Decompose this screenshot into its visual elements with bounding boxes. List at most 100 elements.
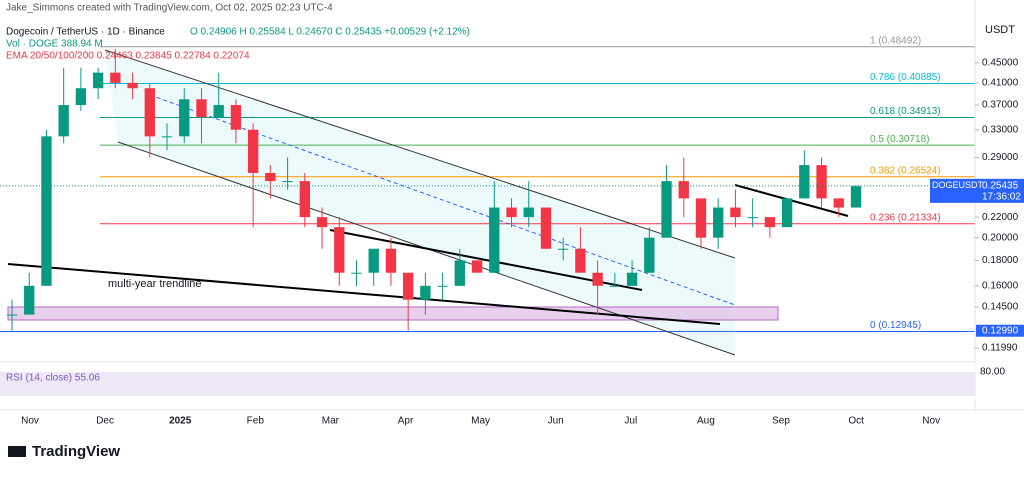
fib-label: 0.786 (0.40885) <box>870 72 941 83</box>
candle-body <box>402 272 414 300</box>
rsi: RSI (14, close) 55.06 <box>6 373 100 384</box>
marker-box <box>976 324 1024 337</box>
candle-body <box>282 181 293 183</box>
fib-label: 0 (0.12945) <box>870 320 921 331</box>
candle-body <box>713 207 724 238</box>
candle-body <box>299 181 310 218</box>
candle-body <box>764 217 776 228</box>
trendline-2 <box>329 229 643 291</box>
candle-body <box>213 105 224 118</box>
ema: EMA 20/50/100/200 0.24463 0.23845 0.2278… <box>6 51 250 62</box>
x-tick-label: Mar <box>322 416 340 427</box>
candle-body <box>730 207 741 218</box>
candle-body <box>644 237 655 273</box>
rsi-level: 80.00 <box>980 367 1005 378</box>
y-tick-label: 0.11990 <box>982 343 1018 354</box>
candle-body <box>110 72 121 83</box>
channel-upper <box>104 49 736 259</box>
brand-logo <box>8 446 26 457</box>
candle-body <box>420 285 431 300</box>
x-tick-label: Dec <box>96 416 114 427</box>
candle-body <box>489 207 500 273</box>
fib-label: 0.618 (0.34913) <box>870 106 941 117</box>
countdown: 17:36:02 <box>982 191 1021 202</box>
x-tick-label: Nov <box>21 416 39 427</box>
candle-body <box>24 285 35 315</box>
fib-label: 0.382 (0.26524) <box>870 165 941 176</box>
candle-body <box>816 165 827 199</box>
x-tick-label: Jul <box>624 416 637 427</box>
y-tick-label: 0.14500 <box>982 302 1019 313</box>
candle-body <box>506 207 517 218</box>
fib-label: 0.5 (0.30718) <box>870 134 930 145</box>
candle-body <box>58 105 69 137</box>
candle-body <box>334 227 345 273</box>
candle-body <box>678 181 689 199</box>
x-tick-label: Sep <box>772 416 790 427</box>
candle-body <box>247 129 259 173</box>
fib-label: 0.236 (0.21334) <box>870 212 941 223</box>
candle-body <box>385 248 397 273</box>
candle-body <box>661 181 672 238</box>
candle-body <box>609 285 621 287</box>
candle-body <box>540 207 552 249</box>
candle-body <box>127 82 138 89</box>
y-tick-label: 0.45000 <box>982 57 1019 68</box>
y-tick-label: 0.33000 <box>982 124 1019 135</box>
ohlc: O 0.24906 H 0.25584 L 0.24670 C 0.25435 … <box>190 27 470 38</box>
candle-body <box>592 272 603 286</box>
multi-year-trendline <box>7 263 721 325</box>
currency: USDT <box>985 24 1015 36</box>
x-tick-label: Jun <box>548 416 564 427</box>
annotation: multi-year trendline <box>108 278 202 290</box>
candle-body <box>781 198 793 228</box>
x-tick-label: Feb <box>247 416 265 427</box>
candle-body <box>523 207 534 218</box>
y-tick-label: 0.20000 <box>982 232 1019 243</box>
candle-body <box>558 248 569 250</box>
candle-body <box>265 172 276 182</box>
candle-body <box>92 72 104 89</box>
y-tick-label: 0.22000 <box>982 212 1019 223</box>
candle-body <box>747 217 758 219</box>
credit: Jake_Simmons created with TradingView.co… <box>6 3 333 14</box>
candle-body <box>41 136 52 286</box>
candle-body <box>196 99 207 118</box>
candle-body <box>575 248 586 273</box>
rsi-band <box>0 372 975 396</box>
candle-body <box>144 88 155 137</box>
candle-body <box>75 88 87 106</box>
candle-body <box>454 260 466 286</box>
candle-body <box>437 285 448 287</box>
candle-body <box>850 186 862 208</box>
candle-body <box>799 165 810 199</box>
volume: Vol · DOGE 388.94 M <box>6 39 103 50</box>
x-tick-label: 2025 <box>169 416 192 427</box>
y-tick-label: 0.18000 <box>982 255 1019 266</box>
last-price-label: 0.25435 <box>982 180 1019 191</box>
last-price-symbol: DOGEUSDT <box>932 180 984 190</box>
candle-body <box>626 272 638 286</box>
candle-body <box>161 136 173 138</box>
y-tick-label: 0.41000 <box>982 78 1019 89</box>
channel-fill <box>105 50 735 355</box>
y-tick-label: 0.16000 <box>982 280 1019 291</box>
fib-label: 1 (0.48492) <box>870 35 921 46</box>
x-tick-label: May <box>471 416 490 427</box>
candle-body <box>316 217 328 228</box>
candle-body <box>351 272 362 274</box>
candle-body <box>179 99 190 137</box>
candle-body <box>230 105 242 130</box>
brand: TradingView <box>32 443 120 460</box>
marker-label: 0.12990 <box>982 325 1019 336</box>
candle-body <box>695 198 707 238</box>
x-tick-label: Oct <box>848 416 864 427</box>
candle-body <box>833 198 844 208</box>
y-tick-label: 0.29000 <box>982 152 1019 163</box>
candle-body <box>6 314 18 316</box>
dashed-trend <box>149 94 736 306</box>
candle-body <box>368 248 379 273</box>
candle-body <box>471 260 483 273</box>
x-tick-label: Aug <box>697 416 715 427</box>
